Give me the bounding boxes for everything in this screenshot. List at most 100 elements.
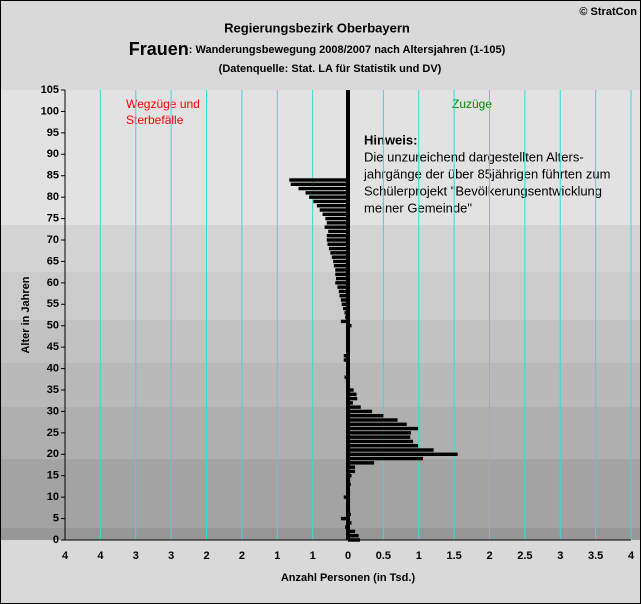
- bar: [348, 465, 356, 469]
- bar: [348, 538, 361, 542]
- title: : Wanderungsbewegung 2008/2007 nach Alte…: [189, 44, 506, 56]
- bar: [348, 414, 384, 418]
- note-line: jahrgänge der über 85jährigen führten zu…: [363, 166, 610, 181]
- y-tick-label: 35: [47, 384, 59, 396]
- bar: [335, 276, 348, 281]
- y-tick-label: 10: [47, 491, 59, 503]
- y-tick-label: 85: [47, 170, 59, 182]
- x-tick-label: 4: [62, 550, 69, 562]
- bar: [340, 516, 348, 521]
- y-tick-label: 15: [47, 470, 59, 482]
- y-tick-label: 65: [47, 255, 59, 267]
- x-tick-label: 3: [557, 550, 563, 562]
- copyright: © StratCon: [579, 6, 637, 18]
- bar: [305, 191, 348, 195]
- x-tick-label: 0: [345, 550, 351, 562]
- right-label: Zuzüge: [452, 97, 492, 111]
- x-tick-label: 0.5: [376, 550, 391, 562]
- bar: [348, 469, 356, 474]
- left-label: Sterbefälle: [126, 113, 184, 127]
- x-tick-label: 4: [628, 550, 635, 562]
- x-tick-label: 1.5: [446, 550, 461, 562]
- y-tick-label: 100: [41, 105, 59, 117]
- note-line: Die unzureichend dargestellten Alters-: [364, 149, 584, 164]
- note-line: meiner Gemeinde": [364, 200, 472, 215]
- bar: [338, 289, 348, 294]
- y-tick-label: 75: [47, 212, 59, 224]
- bar: [348, 405, 361, 409]
- bar: [327, 242, 348, 246]
- bar: [340, 298, 348, 302]
- bar: [348, 529, 356, 534]
- y-tick-label: 25: [47, 427, 59, 439]
- note-title: Hinweis:: [364, 132, 417, 147]
- band: [0, 320, 641, 363]
- bar: [348, 409, 373, 414]
- bar: [290, 182, 348, 186]
- y-tick-label: 20: [47, 448, 59, 460]
- title-line: Frauen: Wanderungsbewegung 2008/2007 nac…: [129, 39, 506, 59]
- x-tick-label: 2: [239, 550, 245, 562]
- note-line: Schülerprojekt "Bevölkerungsentwicklung: [364, 183, 602, 198]
- x-tick-label: 4: [97, 550, 104, 562]
- bar: [339, 294, 348, 298]
- bar: [348, 439, 414, 444]
- left-label: Wegzüge und: [126, 97, 200, 111]
- x-tick-label: 3: [168, 550, 174, 562]
- band: [0, 528, 641, 540]
- y-tick-label: 45: [47, 341, 59, 353]
- bar: [335, 272, 348, 276]
- bar: [348, 534, 359, 538]
- y-tick-label: 70: [47, 234, 59, 246]
- x-tick-label: 2.5: [517, 550, 532, 562]
- x-tick-label: 1: [310, 550, 316, 562]
- bar: [328, 229, 348, 234]
- title-prefix: Frauen: [129, 39, 189, 59]
- bar: [326, 221, 348, 225]
- bar: [343, 358, 348, 362]
- x-tick-label: 3: [133, 550, 139, 562]
- bar: [348, 392, 357, 396]
- y-tick-label: 80: [47, 191, 59, 203]
- bar: [324, 225, 348, 229]
- bar: [328, 246, 348, 251]
- y-tick-label: 0: [53, 534, 59, 546]
- bar: [348, 388, 354, 392]
- band: [0, 272, 641, 320]
- bar: [325, 216, 348, 221]
- x-tick-label: 1: [274, 550, 280, 562]
- x-tick-label: 1: [416, 550, 422, 562]
- x-axis-label: Anzahl Personen (in Tsd.): [281, 572, 416, 584]
- bar: [348, 452, 458, 456]
- bar: [330, 251, 348, 255]
- bar: [341, 302, 348, 306]
- bar: [343, 306, 348, 311]
- bar: [348, 426, 419, 431]
- bar: [326, 234, 348, 238]
- bar: [326, 238, 348, 242]
- bar: [309, 195, 348, 199]
- bar: [335, 281, 348, 285]
- bar: [348, 422, 407, 426]
- bar: [319, 208, 348, 212]
- band: [0, 225, 641, 272]
- bar: [348, 418, 398, 422]
- band: [0, 407, 641, 459]
- bar: [348, 431, 411, 435]
- bar: [348, 396, 358, 401]
- bar: [348, 401, 353, 405]
- y-tick-label: 40: [47, 362, 59, 374]
- bar: [289, 178, 348, 182]
- bar: [340, 319, 348, 324]
- subtitle: (Datenquelle: Stat. LA für Statistik und…: [219, 63, 442, 75]
- y-tick-label: 30: [47, 405, 59, 417]
- band: [0, 459, 641, 528]
- y-tick-label: 90: [47, 148, 59, 160]
- bar: [322, 212, 348, 216]
- bar: [348, 456, 423, 461]
- bar: [316, 204, 348, 208]
- x-tick-label: 2: [486, 550, 492, 562]
- x-tick-label: 2: [203, 550, 209, 562]
- bar: [335, 268, 348, 272]
